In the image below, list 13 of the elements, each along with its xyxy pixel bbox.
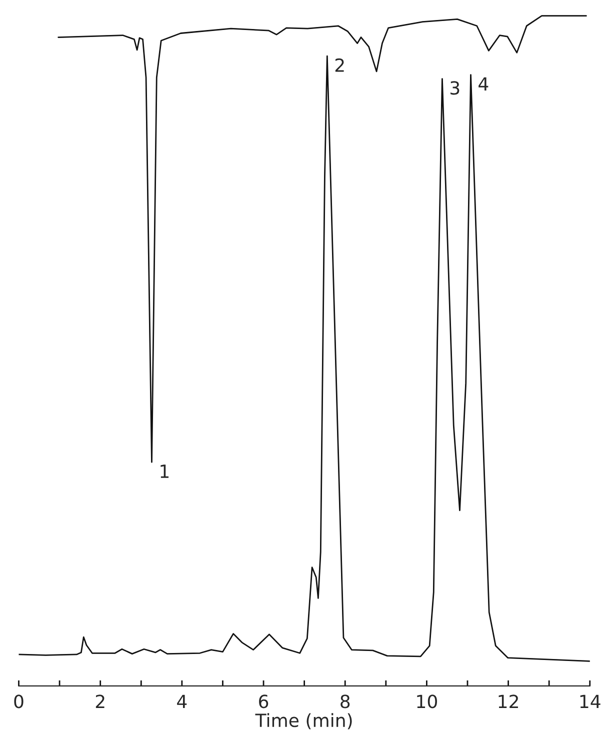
x-tick-label: 0 xyxy=(14,694,24,708)
x-tick-label: 14 xyxy=(580,694,600,708)
x-axis-title: Time (min) xyxy=(255,713,352,730)
x-tick-label: 2 xyxy=(96,694,104,708)
x-tick-label: 6 xyxy=(259,694,268,708)
annotation: 2 xyxy=(335,58,344,72)
x-tick-label: 12 xyxy=(498,694,518,708)
x-tick-label: 10 xyxy=(417,694,437,708)
x-tick-label: 8 xyxy=(340,694,350,708)
annotation: 1 xyxy=(160,464,169,478)
x-tick-label: 4 xyxy=(177,694,187,708)
annotation: 3 xyxy=(450,81,460,95)
annotation: 4 xyxy=(478,77,488,90)
